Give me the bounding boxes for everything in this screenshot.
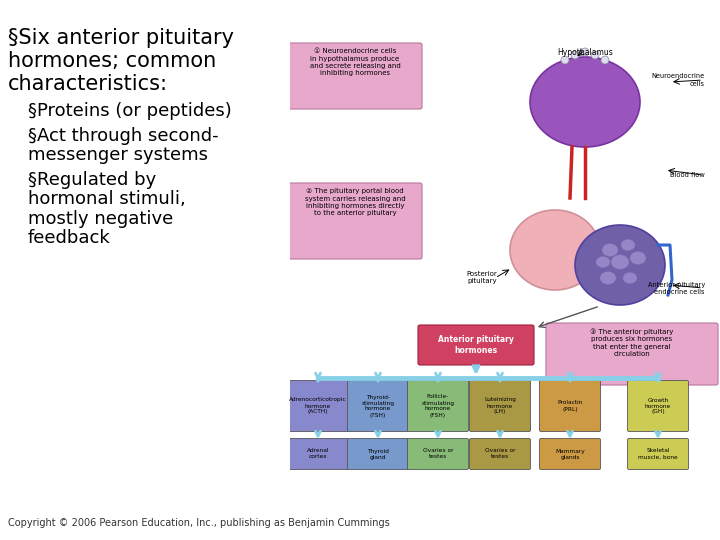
Text: §Regulated by: §Regulated by: [28, 171, 156, 189]
Text: Anterior pituitary
endocrine cells: Anterior pituitary endocrine cells: [648, 281, 705, 294]
Text: Luteinizing
hormone
(LH): Luteinizing hormone (LH): [484, 397, 516, 415]
Text: Thyroid-
stimulating
hormone
(TSH): Thyroid- stimulating hormone (TSH): [361, 395, 395, 417]
Ellipse shape: [530, 57, 640, 147]
Text: ② The pituitary portal blood
system carries releasing and
inhibiting hormones di: ② The pituitary portal blood system carr…: [305, 188, 405, 217]
FancyBboxPatch shape: [628, 381, 688, 431]
Text: feedback: feedback: [28, 230, 111, 247]
Text: Copyright © 2006 Pearson Education, Inc., publishing as Benjamin Cummings: Copyright © 2006 Pearson Education, Inc.…: [8, 518, 390, 528]
Text: Ovaries or
testes: Ovaries or testes: [423, 449, 454, 460]
Text: Ovaries or
testes: Ovaries or testes: [485, 449, 516, 460]
Circle shape: [601, 56, 609, 64]
Text: hormones; common: hormones; common: [8, 51, 216, 71]
Text: Prolactin
(PRL): Prolactin (PRL): [557, 401, 582, 411]
Ellipse shape: [600, 272, 616, 285]
Text: §Six anterior pituitary: §Six anterior pituitary: [8, 28, 234, 48]
Ellipse shape: [575, 225, 665, 305]
Ellipse shape: [510, 210, 600, 290]
FancyBboxPatch shape: [418, 325, 534, 365]
FancyBboxPatch shape: [469, 381, 531, 431]
Text: Blood flow: Blood flow: [670, 172, 705, 178]
Circle shape: [581, 48, 589, 56]
FancyBboxPatch shape: [288, 43, 422, 109]
Text: Thyroid
gland: Thyroid gland: [367, 449, 389, 460]
FancyBboxPatch shape: [469, 438, 531, 469]
FancyBboxPatch shape: [348, 438, 408, 469]
Text: hormonal stimuli,: hormonal stimuli,: [28, 191, 186, 208]
FancyBboxPatch shape: [287, 438, 348, 469]
Text: Skeletal
muscle, bone: Skeletal muscle, bone: [638, 449, 678, 460]
Ellipse shape: [611, 255, 629, 269]
FancyBboxPatch shape: [348, 381, 408, 431]
Text: Posterior
pituitary: Posterior pituitary: [467, 272, 498, 285]
Text: Anterior pituitary
hormones: Anterior pituitary hormones: [438, 335, 514, 355]
Text: Hypothalamus: Hypothalamus: [557, 48, 613, 57]
Circle shape: [591, 51, 599, 59]
Ellipse shape: [630, 252, 646, 265]
Text: Neuroendocrine
cells: Neuroendocrine cells: [652, 73, 705, 86]
Text: Mammary
glands: Mammary glands: [555, 449, 585, 460]
FancyBboxPatch shape: [408, 438, 469, 469]
Text: ③ The anterior pituitary
produces six hormones
that enter the general
circulatio: ③ The anterior pituitary produces six ho…: [590, 328, 674, 357]
Ellipse shape: [602, 244, 618, 256]
Circle shape: [571, 51, 579, 59]
FancyBboxPatch shape: [287, 381, 348, 431]
FancyBboxPatch shape: [288, 183, 422, 259]
Ellipse shape: [596, 256, 610, 268]
FancyBboxPatch shape: [546, 323, 718, 385]
Ellipse shape: [621, 239, 635, 251]
Text: mostly negative: mostly negative: [28, 210, 174, 228]
Text: §Proteins (or peptides): §Proteins (or peptides): [28, 102, 232, 120]
Text: Adrenal
cortex: Adrenal cortex: [307, 449, 329, 460]
Text: Follicle-
stimulating
hormone
(FSH): Follicle- stimulating hormone (FSH): [421, 395, 454, 417]
FancyBboxPatch shape: [539, 381, 600, 431]
Ellipse shape: [623, 272, 637, 284]
Circle shape: [561, 56, 569, 64]
Text: Adrenocorticotropic
hormone
(ACTH): Adrenocorticotropic hormone (ACTH): [289, 397, 347, 415]
FancyBboxPatch shape: [628, 438, 688, 469]
Text: characteristics:: characteristics:: [8, 75, 168, 94]
Text: ① Neuroendocrine cells
in hypothalamus produce
and secrete releasing and
inhibit: ① Neuroendocrine cells in hypothalamus p…: [310, 48, 400, 77]
Text: messenger systems: messenger systems: [28, 146, 208, 164]
Text: Growth
hormone
(GH): Growth hormone (GH): [645, 397, 671, 415]
FancyBboxPatch shape: [408, 381, 469, 431]
Text: §Act through second-: §Act through second-: [28, 126, 219, 145]
FancyBboxPatch shape: [539, 438, 600, 469]
